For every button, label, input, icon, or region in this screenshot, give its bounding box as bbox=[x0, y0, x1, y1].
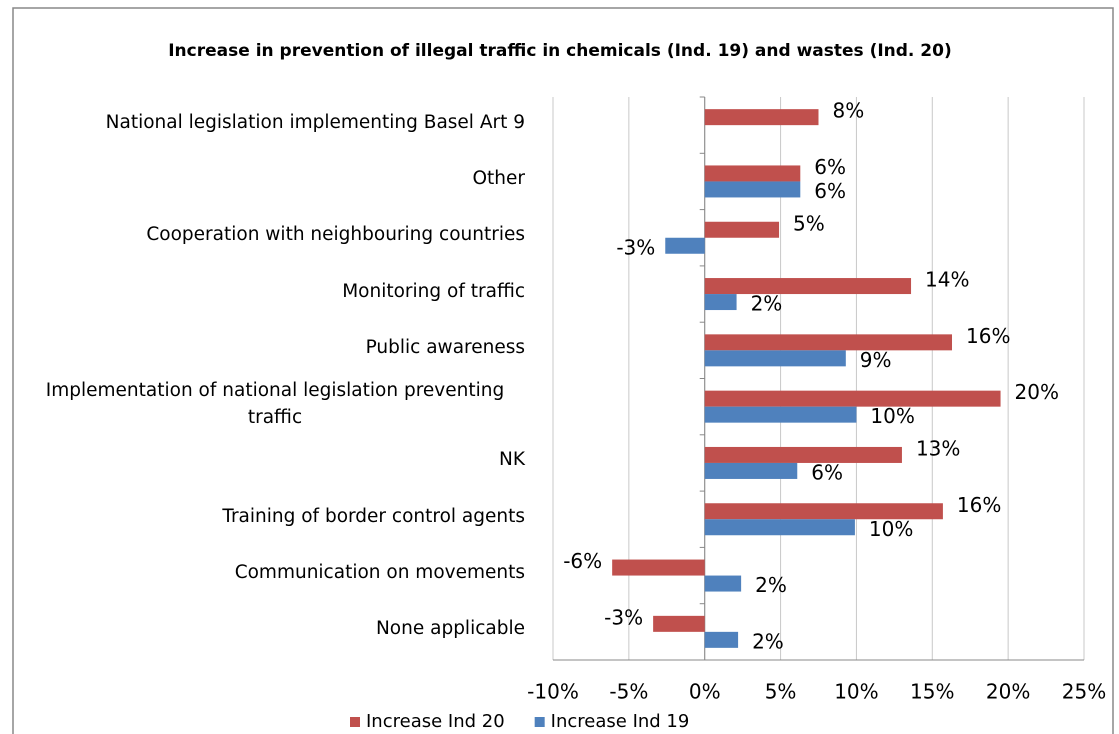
category-label: Training of border control agents bbox=[25, 486, 525, 546]
data-label: 2% bbox=[755, 573, 787, 597]
category-text: Training of border control agents bbox=[222, 505, 525, 527]
x-tick-label: 10% bbox=[834, 680, 878, 704]
x-tick-label: 0% bbox=[689, 680, 721, 704]
data-label: 10% bbox=[870, 404, 914, 428]
category-text: Implementation of national legislation p… bbox=[45, 379, 505, 428]
category-label: Communication on movements bbox=[25, 543, 525, 603]
x-tick-label: -10% bbox=[527, 680, 579, 704]
category-label: None applicable bbox=[25, 599, 525, 659]
data-label: 6% bbox=[811, 460, 843, 484]
data-label: 20% bbox=[1015, 380, 1059, 404]
x-tick-label: -5% bbox=[609, 680, 648, 704]
data-label: -6% bbox=[563, 549, 602, 573]
x-tick-label: 5% bbox=[765, 680, 797, 704]
legend-swatch bbox=[350, 717, 360, 727]
bar bbox=[704, 519, 855, 536]
data-label: -3% bbox=[616, 235, 655, 259]
data-label: 16% bbox=[966, 324, 1010, 348]
category-label: Other bbox=[25, 148, 525, 208]
category-label: NK bbox=[25, 430, 525, 490]
chart-title: Increase in prevention of illegal traffi… bbox=[168, 41, 952, 61]
data-label: 13% bbox=[916, 436, 960, 460]
category-text: Public awareness bbox=[365, 336, 525, 358]
bar bbox=[704, 109, 819, 126]
bar bbox=[704, 334, 953, 351]
x-tick-label: 15% bbox=[910, 680, 954, 704]
category-text: Other bbox=[472, 167, 525, 189]
category-label: Monitoring of traffic bbox=[25, 261, 525, 321]
data-label: 5% bbox=[793, 211, 825, 235]
category-text: National legislation implementing Basel … bbox=[105, 111, 525, 133]
data-label: 2% bbox=[752, 629, 784, 653]
x-tick-label: 25% bbox=[1062, 680, 1106, 704]
chart-border bbox=[12, 7, 1114, 734]
category-label: National legislation implementing Basel … bbox=[25, 92, 525, 152]
category-label: Cooperation with neighbouring countries bbox=[25, 205, 525, 265]
data-label: 6% bbox=[814, 179, 846, 203]
bar bbox=[704, 575, 742, 592]
category-label: Implementation of national legislation p… bbox=[25, 374, 525, 434]
data-label: 8% bbox=[833, 99, 865, 123]
data-label: 9% bbox=[860, 348, 892, 372]
category-label: Public awareness bbox=[25, 317, 525, 377]
data-label: 10% bbox=[869, 517, 913, 541]
bar bbox=[704, 350, 846, 367]
bar bbox=[704, 406, 857, 423]
data-label: 14% bbox=[925, 268, 969, 292]
x-tick-label: 20% bbox=[986, 680, 1030, 704]
legend-swatch bbox=[534, 717, 545, 727]
legend-label: Increase Ind 20 bbox=[366, 711, 505, 732]
bar bbox=[704, 503, 943, 520]
category-text: Communication on movements bbox=[234, 562, 525, 584]
data-label: -3% bbox=[604, 605, 643, 629]
bar bbox=[653, 615, 705, 632]
bar bbox=[704, 165, 801, 182]
bar bbox=[704, 278, 912, 295]
bar bbox=[704, 631, 739, 648]
bar bbox=[704, 294, 737, 311]
legend-label: Increase Ind 19 bbox=[551, 711, 690, 732]
bar bbox=[704, 390, 1001, 407]
category-text: Monitoring of traffic bbox=[342, 280, 525, 302]
category-text: NK bbox=[499, 449, 525, 471]
data-label: 6% bbox=[814, 155, 846, 179]
bar bbox=[612, 559, 705, 576]
category-text: Cooperation with neighbouring countries bbox=[146, 224, 525, 246]
bar bbox=[704, 446, 902, 463]
bar bbox=[704, 221, 780, 238]
bar bbox=[665, 237, 705, 254]
data-label: 16% bbox=[957, 493, 1001, 517]
bar bbox=[704, 181, 801, 198]
bar bbox=[704, 462, 798, 479]
data-label: 2% bbox=[751, 292, 783, 316]
category-text: None applicable bbox=[375, 618, 525, 640]
